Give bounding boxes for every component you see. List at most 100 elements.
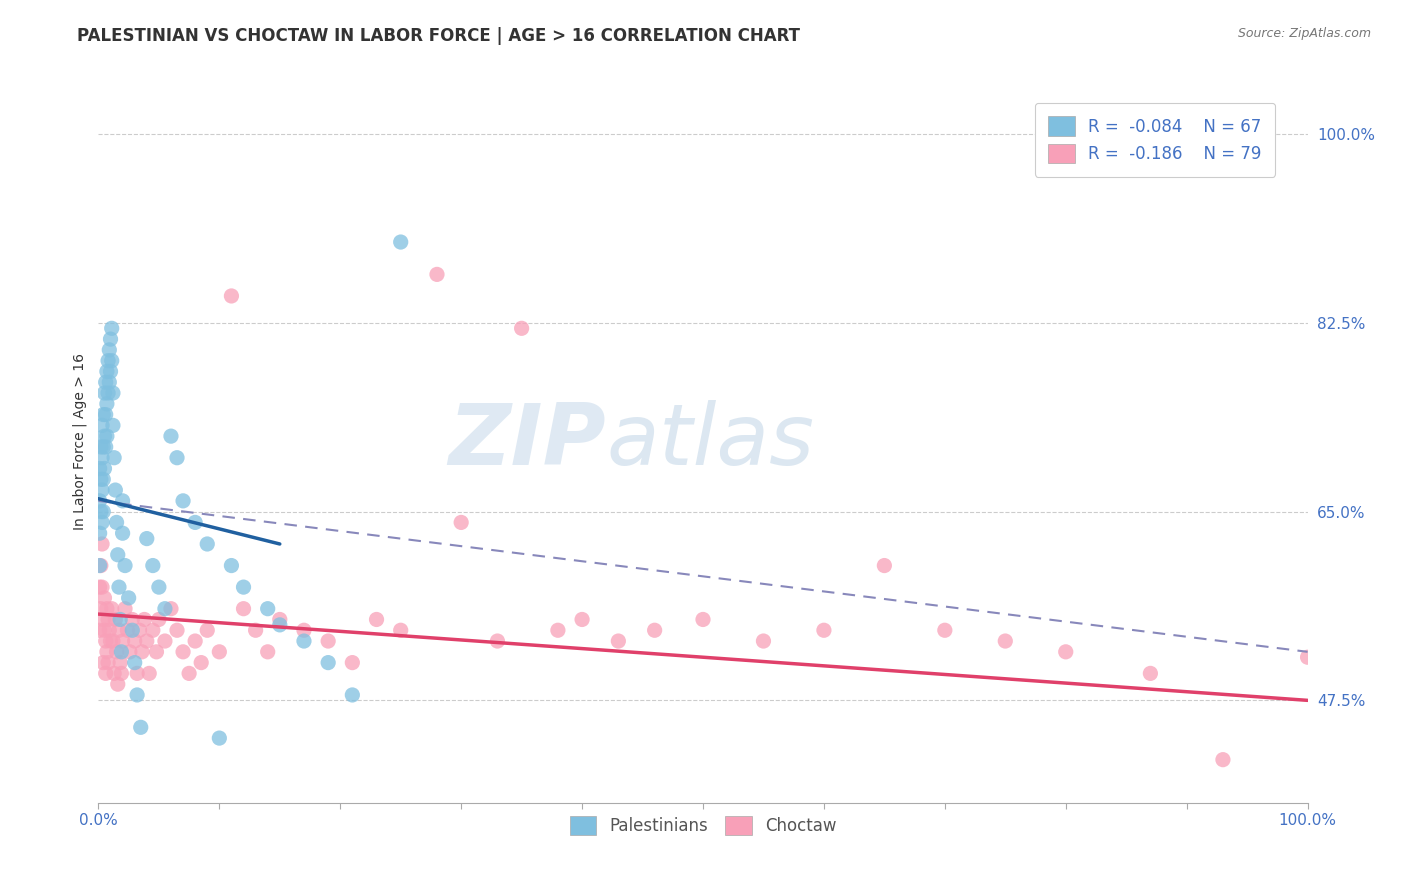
Point: [752, 634, 775, 648]
Point: [145, 645, 167, 659]
Point: [160, 429, 183, 443]
Point: [232, 580, 254, 594]
Point: [100, 634, 122, 648]
Point: [90, 558, 112, 573]
Point: [98, 376, 121, 390]
Point: [166, 450, 188, 465]
Point: [813, 624, 835, 638]
Point: [269, 612, 291, 626]
Point: [97, 612, 120, 626]
Point: [256, 645, 278, 659]
Point: [127, 666, 149, 681]
Text: Source: ZipAtlas.com: Source: ZipAtlas.com: [1237, 27, 1371, 40]
Point: [128, 624, 150, 638]
Point: [97, 353, 120, 368]
Point: [184, 634, 207, 648]
Point: [692, 612, 714, 626]
Point: [366, 612, 388, 626]
Point: [184, 516, 207, 530]
Point: [571, 612, 593, 626]
Point: [994, 634, 1017, 648]
Point: [118, 591, 141, 605]
Point: [91, 505, 114, 519]
Point: [96, 364, 118, 378]
Text: ZIP: ZIP: [449, 400, 606, 483]
Point: [1054, 645, 1077, 659]
Point: [644, 624, 666, 638]
Point: [90, 601, 112, 615]
Point: [934, 624, 956, 638]
Point: [96, 429, 118, 443]
Point: [107, 548, 129, 562]
Point: [91, 408, 114, 422]
Point: [94, 666, 117, 681]
Point: [389, 235, 412, 249]
Point: [108, 612, 131, 626]
Point: [91, 450, 114, 465]
Point: [105, 516, 128, 530]
Point: [89, 461, 111, 475]
Point: [100, 353, 122, 368]
Point: [90, 440, 112, 454]
Point: [90, 505, 112, 519]
Point: [121, 624, 143, 638]
Legend: Palestinians, Choctaw: Palestinians, Choctaw: [557, 803, 849, 848]
Point: [97, 656, 120, 670]
Point: [450, 516, 472, 530]
Point: [124, 634, 146, 648]
Point: [94, 376, 117, 390]
Point: [195, 624, 218, 638]
Point: [91, 440, 114, 454]
Point: [153, 601, 176, 615]
Point: [93, 591, 115, 605]
Point: [108, 656, 131, 670]
Point: [342, 688, 364, 702]
Point: [547, 624, 569, 638]
Point: [91, 656, 114, 670]
Point: [100, 601, 122, 615]
Point: [486, 634, 509, 648]
Point: [316, 634, 339, 648]
Point: [98, 624, 121, 638]
Point: [142, 558, 165, 573]
Point: [114, 601, 136, 615]
Point: [91, 516, 114, 530]
Point: [245, 624, 267, 638]
Point: [1212, 753, 1234, 767]
Point: [129, 720, 152, 734]
Point: [96, 601, 118, 615]
Point: [111, 526, 134, 541]
Point: [426, 268, 449, 282]
Point: [135, 634, 157, 648]
Point: [179, 666, 201, 681]
Point: [107, 677, 129, 691]
Point: [89, 624, 111, 638]
Point: [94, 634, 117, 648]
Point: [89, 558, 111, 573]
Point: [172, 645, 194, 659]
Point: [208, 645, 231, 659]
Point: [97, 386, 120, 401]
Point: [91, 418, 114, 433]
Point: [104, 483, 127, 497]
Point: [93, 461, 115, 475]
Point: [172, 493, 194, 508]
Point: [121, 612, 143, 626]
Point: [110, 666, 132, 681]
Point: [105, 645, 128, 659]
Point: [208, 731, 231, 745]
Point: [91, 612, 114, 626]
Point: [118, 645, 141, 659]
Point: [166, 624, 188, 638]
Point: [221, 558, 243, 573]
Point: [100, 332, 122, 346]
Point: [103, 450, 125, 465]
Point: [148, 580, 170, 594]
Point: [389, 624, 412, 638]
Point: [89, 526, 111, 541]
Point: [1296, 650, 1319, 665]
Point: [510, 321, 533, 335]
Point: [148, 612, 170, 626]
Point: [292, 634, 315, 648]
Point: [131, 645, 153, 659]
